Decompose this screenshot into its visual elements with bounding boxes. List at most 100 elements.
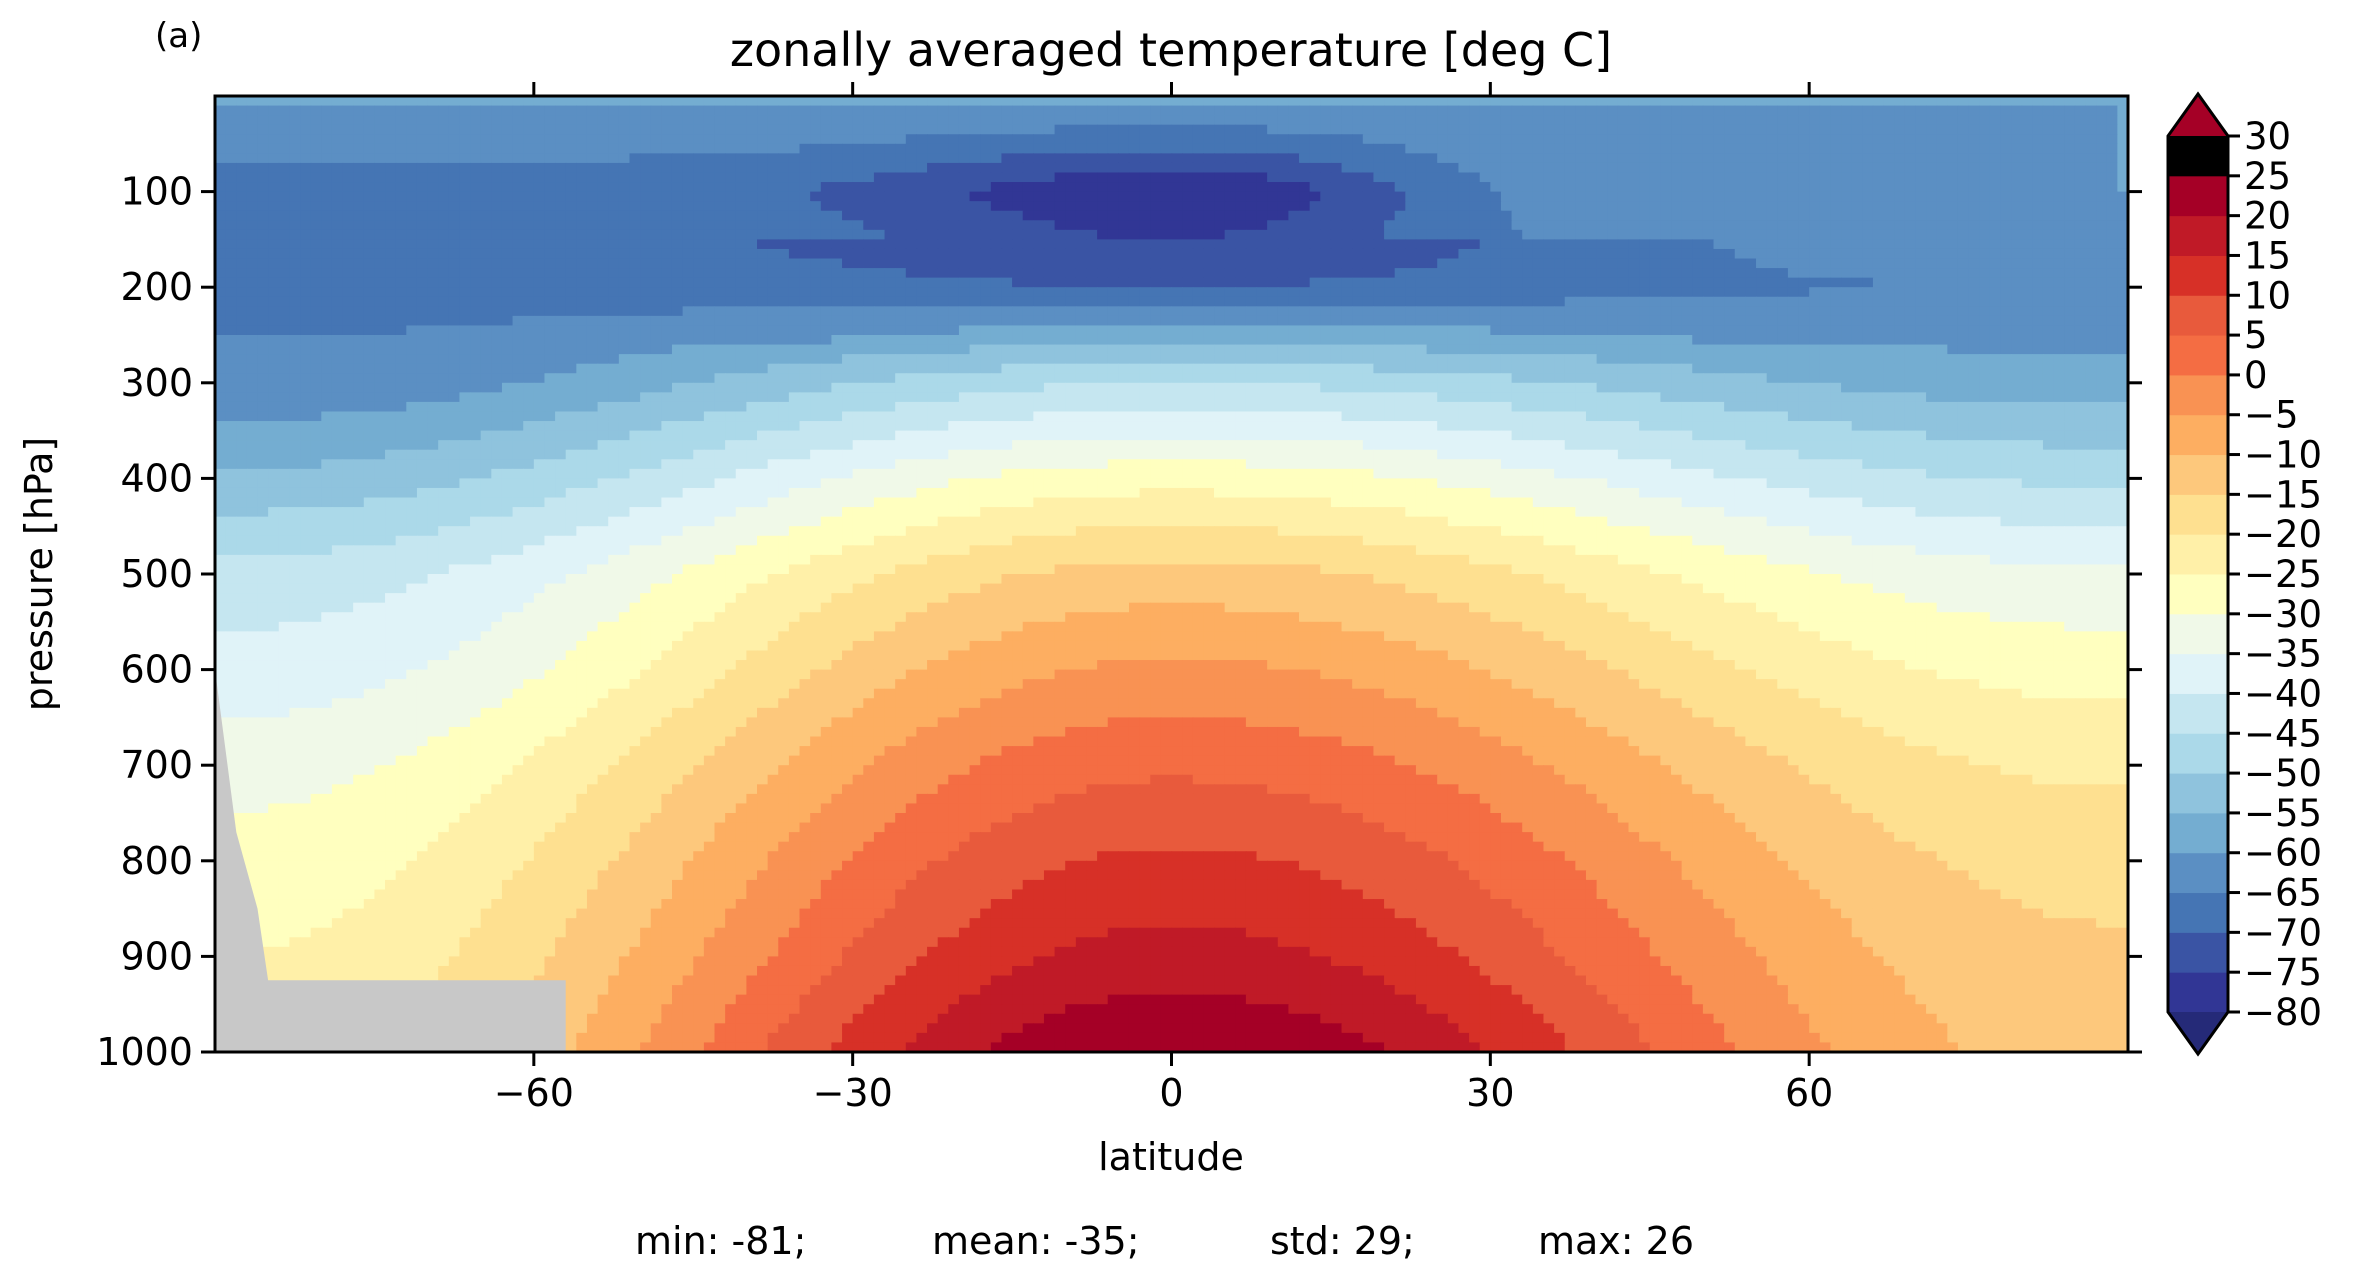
contour-cell bbox=[427, 239, 439, 250]
contour-cell bbox=[1384, 239, 1396, 250]
contour-cell bbox=[523, 124, 535, 135]
contour-cell bbox=[225, 335, 237, 346]
contour-cell bbox=[2021, 191, 2033, 202]
contour-cell bbox=[1107, 96, 1119, 107]
contour-cell bbox=[703, 277, 716, 288]
contour-cell bbox=[2074, 182, 2087, 193]
contour-cell bbox=[565, 182, 577, 193]
contour-cell bbox=[1841, 220, 1853, 231]
contour-cell bbox=[799, 220, 811, 231]
contour-cell bbox=[1979, 124, 1991, 135]
contour-cell bbox=[2032, 210, 2044, 221]
contour-cell bbox=[1894, 268, 1906, 279]
contour-cell bbox=[980, 354, 992, 365]
contour-cell bbox=[1936, 191, 1948, 202]
contour-cell bbox=[1128, 143, 1141, 154]
contour-cell bbox=[1384, 210, 1396, 221]
contour-cell bbox=[1214, 354, 1226, 365]
contour-cell bbox=[1660, 248, 1672, 260]
contour-cell bbox=[363, 354, 376, 365]
contour-cell bbox=[246, 143, 259, 154]
contour-cell bbox=[2032, 124, 2044, 135]
contour-cell bbox=[1394, 143, 1406, 154]
contour-cell bbox=[2074, 248, 2087, 260]
contour-cell bbox=[1596, 306, 1608, 317]
contour-cell bbox=[1033, 134, 1045, 145]
contour-cell bbox=[2032, 315, 2044, 327]
contour-cell bbox=[1660, 172, 1672, 183]
contour-cell bbox=[873, 162, 886, 174]
contour-cell bbox=[1904, 115, 1917, 126]
contour-cell bbox=[1097, 153, 1109, 164]
contour-cell bbox=[852, 335, 864, 346]
contour-cell bbox=[671, 248, 684, 260]
contour-cell bbox=[1415, 296, 1428, 307]
contour-cell bbox=[1065, 162, 1077, 174]
contour-cell bbox=[757, 191, 769, 202]
contour-cell bbox=[1671, 220, 1683, 231]
contour-cell bbox=[1139, 277, 1151, 288]
contour-cell bbox=[1564, 162, 1576, 174]
contour-cell bbox=[1819, 344, 1832, 355]
contour-cell bbox=[1277, 191, 1290, 202]
contour-cell bbox=[2053, 229, 2065, 240]
contour-cell bbox=[2011, 239, 2023, 250]
contour-cell bbox=[916, 268, 928, 279]
contour-cell bbox=[470, 268, 482, 279]
contour-cell bbox=[831, 315, 843, 327]
contour-cell bbox=[1830, 277, 1842, 288]
contour-cell bbox=[2053, 105, 2065, 116]
contour-cell bbox=[990, 105, 1003, 116]
contour-cell bbox=[1426, 306, 1438, 317]
contour-cell bbox=[969, 105, 981, 116]
contour-cell bbox=[842, 354, 854, 365]
contour-cell bbox=[1628, 277, 1640, 288]
contour-cell bbox=[608, 162, 620, 174]
contour-cell bbox=[1904, 134, 1917, 145]
contour-cell bbox=[2085, 287, 2097, 298]
contour-cell bbox=[788, 220, 801, 231]
contour-cell bbox=[501, 191, 514, 202]
contour-cell bbox=[1681, 220, 1693, 231]
contour-cell bbox=[1384, 248, 1396, 260]
contour-cell bbox=[650, 124, 662, 135]
contour-cell bbox=[725, 354, 737, 365]
contour-cell bbox=[1384, 105, 1396, 116]
contour-cell bbox=[1787, 201, 1800, 212]
contour-cell bbox=[980, 287, 992, 298]
contour-cell bbox=[1841, 277, 1853, 288]
contour-cell bbox=[958, 335, 971, 346]
contour-cell bbox=[555, 306, 567, 317]
contour-cell bbox=[1904, 96, 1917, 107]
contour-cell bbox=[1288, 162, 1300, 174]
contour-cell bbox=[1001, 210, 1013, 221]
contour-cell bbox=[246, 354, 259, 365]
contour-cell bbox=[363, 105, 376, 116]
contour-cell bbox=[1692, 287, 1704, 298]
contour-cell bbox=[980, 220, 992, 231]
contour-cell bbox=[1607, 220, 1619, 231]
contour-cell bbox=[1235, 287, 1247, 298]
contour-cell bbox=[1628, 287, 1640, 298]
contour-cell bbox=[416, 143, 429, 154]
contour-cell bbox=[321, 191, 333, 202]
contour-cell bbox=[1798, 287, 1810, 298]
contour-cell bbox=[544, 162, 556, 174]
contour-cell bbox=[1330, 96, 1343, 107]
contour-cell bbox=[629, 354, 641, 365]
contour-cell bbox=[629, 296, 641, 307]
contour-cell bbox=[650, 287, 662, 298]
contour-cell bbox=[374, 248, 386, 260]
contour-cell bbox=[650, 210, 662, 221]
contour-cell bbox=[1320, 153, 1332, 164]
contour-cell bbox=[767, 315, 779, 327]
contour-cell bbox=[980, 153, 992, 164]
contour-cell bbox=[1139, 354, 1151, 365]
contour-cell bbox=[2117, 134, 2128, 145]
contour-cell bbox=[406, 96, 418, 107]
contour-cell bbox=[2032, 325, 2044, 336]
contour-cell bbox=[1692, 191, 1704, 202]
contour-cell bbox=[1235, 239, 1247, 250]
contour-cell bbox=[1968, 239, 1980, 250]
contour-cell bbox=[990, 354, 1003, 365]
